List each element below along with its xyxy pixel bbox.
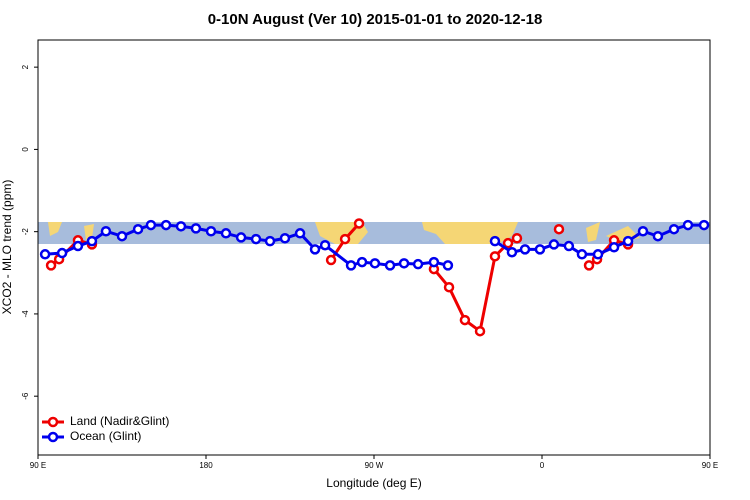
x-tick-label: 180: [199, 461, 213, 470]
point: [442, 260, 454, 271]
point: [534, 244, 546, 255]
point: [250, 233, 262, 245]
point: [443, 281, 455, 293]
point: [345, 260, 357, 271]
y-tick-label: 0: [21, 147, 30, 152]
point: [489, 235, 501, 247]
point: [592, 249, 604, 260]
y-tick-label: -6: [21, 392, 30, 400]
point: [86, 235, 98, 247]
point: [235, 232, 247, 243]
x-axis-label: Longitude (deg E): [326, 476, 421, 490]
y-axis-label: XCO2 - MLO trend (ppm): [0, 180, 14, 315]
point: [325, 254, 337, 266]
point: [668, 223, 680, 235]
point: [116, 230, 128, 242]
point: [489, 251, 501, 262]
point: [384, 260, 396, 271]
point: [56, 247, 68, 259]
y-tick-label: 2: [21, 64, 30, 69]
point: [132, 223, 144, 235]
point: [353, 218, 365, 229]
legend-marker: [47, 431, 59, 443]
x-tick-label: 90 E: [702, 461, 718, 470]
x-tick-label: 90 W: [365, 461, 384, 470]
point: [428, 256, 440, 268]
point: [548, 239, 560, 250]
point: [682, 219, 694, 231]
point: [698, 219, 710, 231]
point: [563, 240, 575, 252]
point: [652, 230, 664, 242]
point: [339, 233, 351, 245]
point: [506, 246, 518, 258]
point: [160, 219, 172, 231]
point: [100, 226, 112, 237]
point: [294, 228, 306, 239]
legend-label: Land (Nadir&Glint): [70, 414, 169, 428]
point: [459, 314, 471, 326]
point: [622, 235, 634, 247]
point: [319, 239, 331, 251]
point: [309, 244, 321, 255]
point: [474, 325, 486, 337]
legend-marker: [47, 416, 59, 428]
y-tick-label: -2: [21, 228, 30, 236]
x-tick-label: 0: [540, 461, 545, 470]
point: [39, 249, 51, 260]
point: [519, 244, 531, 255]
point: [398, 258, 410, 269]
legend-label: Ocean (Glint): [70, 429, 141, 443]
point: [220, 228, 232, 239]
point: [356, 256, 368, 268]
y-tick-label: -4: [21, 310, 30, 318]
point: [608, 242, 620, 253]
point: [369, 258, 381, 269]
x-tick-label: 90 E: [30, 461, 46, 470]
point: [583, 260, 595, 271]
point: [264, 235, 276, 247]
point: [45, 260, 57, 271]
point: [190, 223, 202, 234]
point: [175, 221, 187, 232]
point: [205, 226, 217, 237]
point: [637, 226, 649, 237]
point: [412, 258, 424, 270]
point: [553, 223, 565, 235]
point: [511, 232, 523, 244]
point: [145, 219, 157, 231]
point: [279, 232, 291, 244]
point: [72, 240, 84, 252]
chart-title: 0-10N August (Ver 10) 2015-01-01 to 2020…: [208, 11, 543, 28]
point: [576, 249, 588, 260]
point: [502, 237, 514, 249]
